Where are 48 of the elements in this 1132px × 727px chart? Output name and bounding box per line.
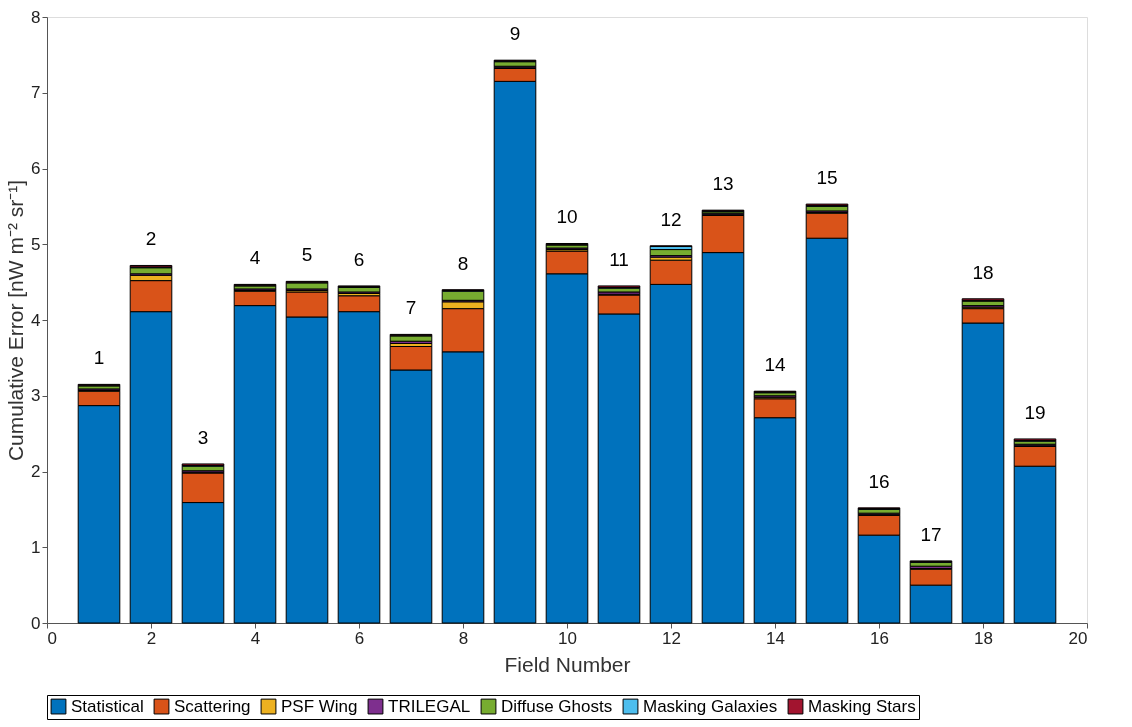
annotation: 1 [93,347,105,369]
y-tick-label: 2 [31,462,41,481]
legend-label: PSF Wing [281,696,358,716]
annotation: 18 [972,261,994,283]
annotation: 7 [405,297,417,319]
annotation: 9 [509,23,521,45]
x-axis-title: Field Number [504,652,631,676]
annotation: 5 [301,244,313,266]
annotation: 17 [920,523,942,545]
annotation: 8 [457,252,469,274]
legend-label: Scattering [174,696,251,716]
y-tick-label: 3 [31,386,41,406]
x-tick-label: 20 [1068,628,1088,648]
annotation: 4 [249,247,261,269]
annotation: 3 [197,426,209,448]
annotation: 12 [660,208,682,230]
y-axis-title: Cumulative Error [nW m⁻² sr⁻¹] [4,179,28,462]
y-tick-label: 8 [31,7,41,27]
annotation: 15 [816,167,838,189]
annotation: 2 [145,228,157,250]
annotation: 19 [1024,401,1046,423]
x-tick-label: 0 [47,628,57,648]
y-tick-label: 5 [31,234,41,254]
x-tick-label: 6 [354,628,365,648]
annotation: 11 [609,248,629,270]
y-tick-label: 4 [31,310,41,330]
y-tick-label: 7 [31,83,41,103]
x-tick-label: 8 [458,628,469,648]
legend-label: TRILEGAL [388,696,471,716]
x-tick-label: 12 [662,628,681,648]
legend-label: Masking Stars [808,696,916,716]
x-tick-label: 2 [146,628,157,648]
x-tick-label: 18 [974,628,993,648]
annotation: 6 [353,248,365,270]
x-tick-label: 10 [558,628,577,648]
legend-label: Masking Galaxies [643,696,778,716]
annotation: 16 [868,470,890,492]
x-tick-label: 16 [870,628,889,648]
legend-label: Statistical [71,696,144,716]
x-tick-label: 14 [766,628,785,648]
y-tick-label: 0 [31,613,41,633]
x-tick-label: 4 [250,628,261,648]
y-tick-label: 6 [31,159,41,178]
annotation: 14 [764,354,786,376]
y-tick-label: 1 [31,537,41,557]
legend-label: Diffuse Ghosts [501,696,613,716]
annotation: 13 [712,173,734,195]
annotation: 10 [556,206,578,228]
